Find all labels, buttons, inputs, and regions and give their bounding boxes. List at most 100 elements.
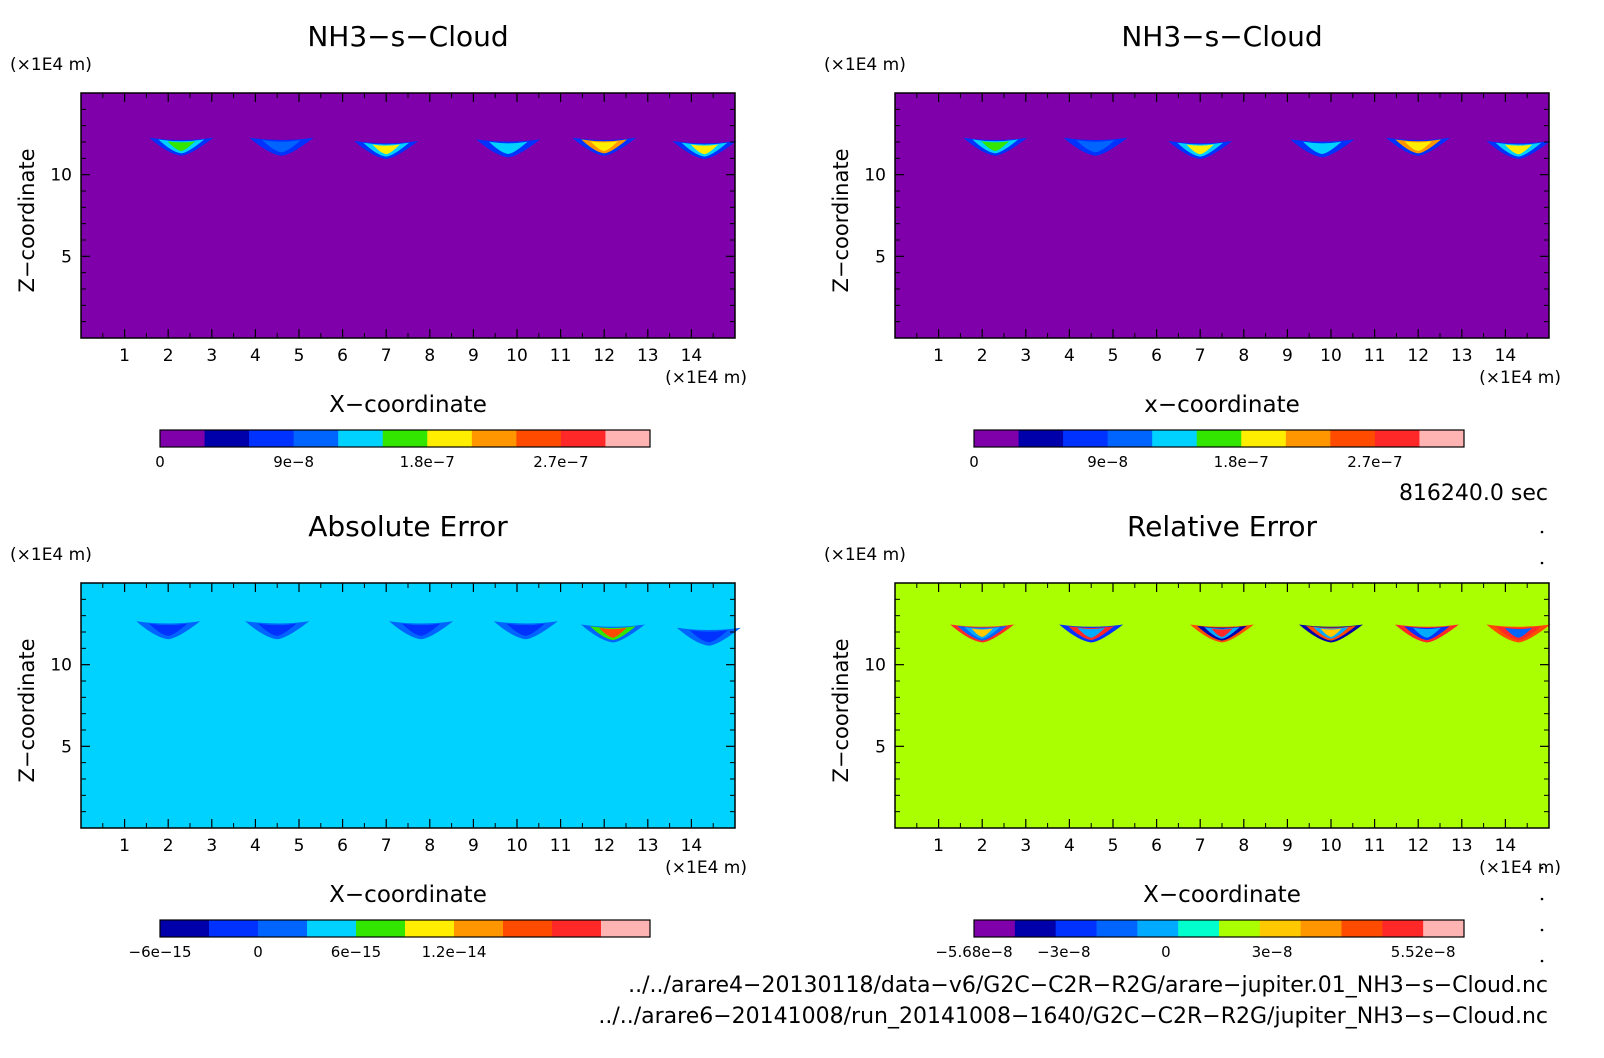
data-features xyxy=(136,621,741,646)
colorbar-swatch xyxy=(427,430,473,447)
x-tick-label: 10 xyxy=(1320,346,1342,366)
x-axis-label: x−coordinate xyxy=(1144,392,1300,418)
x-ticks: 1 2 3 4 5 6 7 8 9 10 11 12 13 14 xyxy=(102,583,714,856)
colorbar-swatch xyxy=(405,920,455,937)
x-tick-label: 13 xyxy=(637,346,659,366)
x-tick-label: 11 xyxy=(1364,346,1386,366)
x-axis-label: X−coordinate xyxy=(329,882,487,908)
colorbar-swatch xyxy=(356,920,406,937)
colorbar: 0 9e−8 1.8e−7 2.7e−7 xyxy=(969,429,1465,471)
colorbar-swatch xyxy=(1341,920,1383,937)
colorbar-swatch xyxy=(293,430,339,447)
x-tick-label: 7 xyxy=(1195,836,1206,856)
x-tick-label: 11 xyxy=(1364,836,1386,856)
colorbar-label: 1.8e−7 xyxy=(400,453,455,471)
feature-6-layer-2 xyxy=(689,630,729,643)
colorbar-swatch xyxy=(1382,920,1424,937)
x-tick-label: 11 xyxy=(550,346,572,366)
feature-4-layer-2 xyxy=(1303,141,1342,155)
y-tick-label: 5 xyxy=(875,247,886,267)
colorbar-swatch xyxy=(382,430,428,447)
x-tick-label: 2 xyxy=(163,346,174,366)
y-ticks: 5 10 xyxy=(50,108,735,323)
x-tick-label: 9 xyxy=(468,346,479,366)
x-tick-label: 3 xyxy=(1020,346,1031,366)
colorbar-swatch xyxy=(249,430,295,447)
x-tick-label: 6 xyxy=(337,346,348,366)
colorbar-frame xyxy=(973,919,1465,938)
colorbar-swatch xyxy=(974,430,1020,447)
file-path-2: ../../arare6−20141008/run_20141008−1640/… xyxy=(598,1004,1548,1029)
colorbar-swatch xyxy=(1241,430,1287,447)
x-tick-label: 5 xyxy=(294,346,305,366)
colorbar-label: −3e−8 xyxy=(1037,943,1090,961)
y-unit-label: (×1E4 m) xyxy=(10,55,92,75)
x-tick-label: 1 xyxy=(119,346,130,366)
chart-title: NH3−s−Cloud xyxy=(1121,20,1322,53)
file-path-1: ../../arare4−20130118/data−v6/G2C−C2R−R2… xyxy=(628,973,1548,998)
y-tick-label: 10 xyxy=(50,166,72,186)
x-tick-label: 5 xyxy=(1108,346,1119,366)
x-tick-label: 4 xyxy=(1064,836,1075,856)
colorbar-swatch xyxy=(1423,920,1465,937)
colorbar-label: 1.8e−7 xyxy=(1214,453,1269,471)
colorbar-label: 0 xyxy=(969,453,979,471)
colorbar-label: 5.52e−8 xyxy=(1391,943,1456,961)
colorbar-swatch xyxy=(471,430,517,447)
x-tick-label: 9 xyxy=(1282,346,1293,366)
y-tick-label: 10 xyxy=(864,656,886,676)
x-unit-label: (×1E4 m) xyxy=(665,368,747,388)
colorbar-swatch xyxy=(454,920,504,937)
feature-2-layer-2 xyxy=(1076,140,1115,153)
colorbar-label: 1.2e−14 xyxy=(422,943,487,961)
feature-5-layer-3 xyxy=(590,141,618,151)
feature-6-layer-3 xyxy=(690,144,719,155)
x-tick-label: 7 xyxy=(381,346,392,366)
data-features xyxy=(963,137,1551,160)
colorbar-swatch xyxy=(1152,430,1198,447)
colorbar-swatch xyxy=(204,430,250,447)
x-tick-label: 10 xyxy=(506,836,528,856)
feature-1-layer-4 xyxy=(971,628,993,637)
x-tick-label: 3 xyxy=(206,346,217,366)
colorbar-label: 6e−15 xyxy=(331,943,381,961)
x-tick-label: 2 xyxy=(977,346,988,366)
feature-3-layer-2 xyxy=(401,623,441,636)
plot-area xyxy=(81,583,735,828)
colorbar-swatch xyxy=(1137,920,1179,937)
x-tick-label: 8 xyxy=(1238,346,1249,366)
x-ticks: 1 2 3 4 5 6 7 8 9 10 11 12 13 14 xyxy=(102,93,714,366)
colorbar-label: 3e−8 xyxy=(1252,943,1293,961)
feature-2-layer-3 xyxy=(1077,627,1105,638)
colorbar-swatch xyxy=(307,920,357,937)
x-tick-label: 12 xyxy=(593,346,615,366)
plot-area xyxy=(895,93,1549,338)
x-axis-label: X−coordinate xyxy=(1143,882,1301,908)
y-tick-label: 5 xyxy=(61,247,72,267)
x-tick-label: 12 xyxy=(1407,346,1429,366)
x-tick-label: 12 xyxy=(593,836,615,856)
colorbar-swatch xyxy=(1219,920,1261,937)
colorbar-swatch xyxy=(338,430,384,447)
x-tick-label: 13 xyxy=(1451,346,1473,366)
x-tick-label: 1 xyxy=(933,346,944,366)
x-tick-label: 5 xyxy=(294,836,305,856)
feature-3-layer-3 xyxy=(372,144,400,155)
x-tick-label: 12 xyxy=(1407,836,1429,856)
y-unit-label: (×1E4 m) xyxy=(10,545,92,565)
y-ticks: 5 10 xyxy=(864,598,1549,813)
x-tick-label: 1 xyxy=(933,836,944,856)
x-tick-label: 6 xyxy=(337,836,348,856)
x-tick-label: 11 xyxy=(550,836,572,856)
colorbar-swatch xyxy=(1055,920,1097,937)
feature-4-layer-4 xyxy=(1320,628,1342,637)
colorbar-swatch xyxy=(1063,430,1109,447)
x-tick-label: 6 xyxy=(1151,836,1162,856)
plot-area xyxy=(895,583,1549,828)
plot-area xyxy=(81,93,735,338)
x-tick-label: 5 xyxy=(1108,836,1119,856)
feature-5-layer-3 xyxy=(1413,627,1441,638)
chart-panel-1: NH3−s−Cloud(×1E4 m)1 2 3 4 5 6 7 8 9 10 11 12 13 1451… xyxy=(10,20,747,471)
x-tick-label: 10 xyxy=(1320,836,1342,856)
colorbar-swatch xyxy=(601,920,651,937)
